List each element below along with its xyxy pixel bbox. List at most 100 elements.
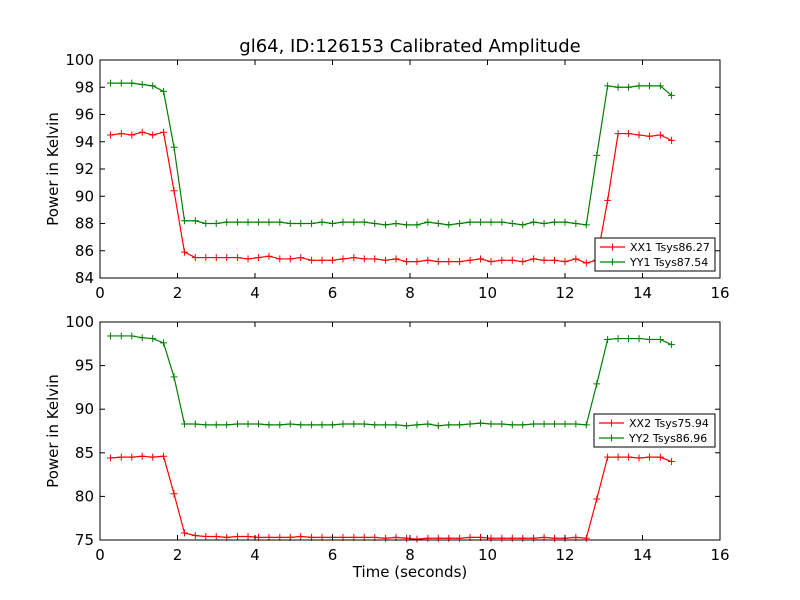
data-point: [530, 255, 538, 263]
y-tick-label: 88: [75, 215, 94, 233]
data-point: [434, 422, 442, 430]
data-point: [297, 421, 305, 429]
data-point: [160, 339, 168, 347]
data-point: [656, 131, 664, 139]
data-point: [424, 218, 432, 226]
x-tick-label: 8: [405, 546, 415, 564]
series-line-2: [110, 335, 672, 427]
y-tick-label: 92: [75, 160, 94, 178]
data-point: [434, 534, 442, 542]
legend-marker: [608, 434, 615, 442]
data-point: [625, 453, 633, 461]
y-tick-label: 95: [75, 357, 94, 375]
data-point: [170, 373, 178, 381]
data-point: [339, 255, 347, 263]
data-point: [392, 255, 400, 263]
data-point: [403, 221, 411, 229]
data-point: [244, 420, 252, 428]
data-point: [445, 421, 453, 429]
data-point: [180, 529, 188, 537]
data-point: [138, 334, 146, 342]
data-point: [276, 421, 284, 429]
data-point: [413, 221, 421, 229]
data-point: [625, 335, 633, 343]
data-point: [149, 82, 157, 90]
legend-marker: [609, 243, 616, 251]
data-point: [360, 420, 368, 428]
data-point: [117, 79, 125, 87]
data-point: [106, 332, 114, 340]
data-point: [456, 421, 464, 429]
data-point: [254, 218, 262, 226]
data-point: [477, 218, 485, 226]
data-point: [138, 128, 146, 136]
data-point: [508, 256, 516, 264]
data-point: [180, 248, 188, 256]
x-tick-label: 0: [95, 546, 105, 564]
data-point: [456, 220, 464, 227]
data-point: [498, 534, 506, 542]
data-point: [223, 254, 231, 262]
data-point: [593, 495, 601, 503]
x-tick-label: 14: [633, 284, 652, 302]
y-tick-label: 85: [75, 444, 94, 462]
data-point: [572, 220, 580, 227]
data-point: [392, 421, 400, 429]
x-tick-label: 2: [173, 284, 183, 302]
data-point: [604, 453, 612, 461]
data-point: [318, 256, 326, 264]
data-point: [371, 421, 379, 429]
data-point: [339, 420, 347, 428]
data-point: [668, 91, 676, 99]
data-point: [297, 254, 305, 262]
data-point: [371, 255, 379, 263]
data-point: [582, 534, 590, 542]
data-point: [551, 420, 559, 428]
data-point: [382, 421, 390, 429]
data-point: [530, 420, 538, 428]
data-point: [477, 419, 485, 427]
data-point: [223, 218, 231, 226]
data-point: [138, 81, 146, 89]
y-tick-label: 75: [75, 531, 94, 549]
data-point: [128, 332, 136, 340]
data-point: [202, 220, 210, 227]
data-point: [117, 332, 125, 340]
data-point: [308, 256, 316, 264]
legend-label: YY2 Tsys86.96: [628, 432, 707, 445]
x-tick-label: 10: [478, 284, 497, 302]
data-point: [668, 458, 676, 466]
data-point: [265, 218, 273, 226]
data-point: [424, 420, 432, 428]
data-point: [508, 220, 516, 227]
data-point: [445, 534, 453, 542]
data-point: [561, 218, 569, 226]
legend: XX1 Tsys86.27 YY1 Tsys87.54: [594, 237, 716, 272]
data-point: [456, 534, 464, 542]
data-point: [413, 421, 421, 429]
data-point: [276, 218, 284, 226]
data-point: [382, 221, 390, 229]
series-line-1: [110, 455, 672, 540]
data-point: [202, 533, 210, 541]
data-point: [234, 218, 242, 226]
data-point: [614, 83, 622, 91]
data-point: [244, 255, 252, 263]
data-point: [477, 255, 485, 263]
data-point: [180, 217, 188, 225]
data-point: [645, 335, 653, 343]
data-point: [160, 87, 168, 95]
series-line-2: [110, 82, 672, 226]
x-tick-label: 12: [555, 546, 574, 564]
data-point: [212, 421, 220, 429]
data-point: [413, 258, 421, 266]
legend-label: XX1 Tsys86.27: [630, 241, 710, 254]
data-point: [593, 380, 601, 388]
y-tick-label: 84: [75, 269, 94, 287]
data-point: [466, 420, 474, 428]
data-point: [191, 532, 199, 540]
data-point: [202, 421, 210, 429]
data-point: [350, 254, 358, 262]
y-tick-label: 90: [75, 400, 94, 418]
